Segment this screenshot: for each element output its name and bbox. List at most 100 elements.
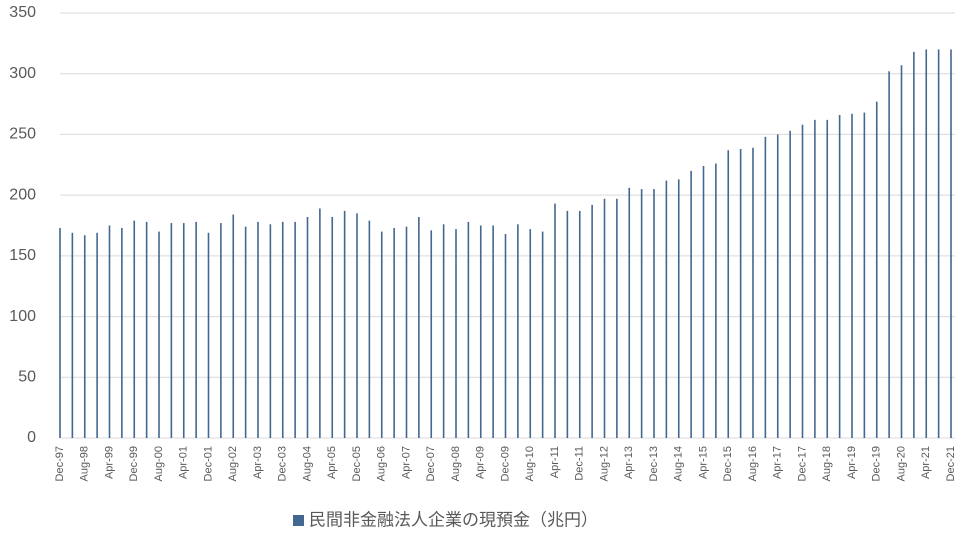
x-tick-label: Apr-21 — [920, 446, 932, 479]
bar — [492, 225, 494, 438]
x-tick-label: Dec-03 — [277, 446, 289, 481]
bar — [616, 198, 618, 438]
legend-swatch — [293, 515, 304, 526]
bar — [442, 224, 445, 438]
bar — [479, 225, 482, 438]
bar — [826, 119, 829, 438]
x-tick-label: Apr-17 — [772, 446, 784, 479]
bar — [900, 65, 903, 438]
x-tick-label: Aug-16 — [747, 446, 759, 481]
bar — [529, 229, 532, 438]
bar — [182, 223, 185, 438]
x-tick-label: Apr-15 — [697, 446, 709, 479]
bar — [405, 226, 408, 438]
bar — [59, 227, 61, 438]
bar — [331, 217, 334, 438]
x-tick-label: Aug-08 — [450, 446, 462, 481]
bar — [418, 217, 420, 438]
bar — [863, 112, 866, 439]
bar — [950, 49, 952, 439]
x-tick-label: Aug-12 — [598, 446, 610, 481]
bar — [207, 232, 210, 438]
bar — [702, 166, 705, 438]
x-tick-label: Apr-99 — [103, 446, 115, 479]
bar — [801, 124, 804, 438]
bar — [566, 210, 569, 438]
bar — [851, 113, 853, 439]
x-tick-label: Aug-06 — [376, 446, 388, 481]
bar — [281, 221, 284, 438]
x-tick-label: Dec-15 — [722, 446, 734, 481]
x-tick-label: Apr-07 — [400, 446, 412, 479]
x-tick-label: Dec-97 — [54, 446, 66, 481]
bar — [937, 49, 940, 439]
bar — [739, 149, 742, 438]
bar — [925, 49, 928, 439]
x-tick-label: Apr-05 — [326, 446, 338, 479]
bar — [158, 231, 160, 438]
x-tick-label: Apr-11 — [549, 446, 561, 478]
bar — [368, 220, 371, 438]
x-tick-label: Apr-01 — [178, 446, 190, 479]
y-tick-label: 100 — [9, 308, 36, 325]
bar — [71, 232, 74, 438]
bar — [653, 189, 655, 438]
bar — [393, 227, 395, 438]
bar — [591, 204, 593, 438]
y-tick-label: 50 — [18, 369, 36, 386]
bar — [578, 210, 581, 438]
bar — [467, 221, 470, 438]
legend-label: 民間非金融法人企業の現預金（兆円） — [309, 510, 598, 529]
y-tick-label: 0 — [27, 429, 36, 446]
x-tick-label: Aug-18 — [821, 446, 833, 481]
x-tick-label: Aug-04 — [301, 446, 313, 481]
bar — [170, 223, 173, 438]
bar — [244, 226, 247, 438]
x-tick-label: Apr-13 — [623, 446, 635, 479]
x-tick-label: Aug-98 — [79, 446, 91, 481]
bar — [343, 210, 346, 438]
x-tick-label: Aug-02 — [227, 446, 239, 481]
x-tick-label: Dec-99 — [128, 446, 140, 481]
bar — [269, 224, 272, 438]
x-tick-label: Aug-20 — [895, 446, 907, 481]
bar — [541, 231, 544, 438]
bar — [776, 134, 779, 438]
x-tick-label: Aug-14 — [673, 446, 685, 481]
bar — [838, 115, 841, 438]
bar — [640, 189, 643, 438]
bar — [789, 130, 791, 439]
x-tick-label: Apr-19 — [846, 446, 858, 479]
bar — [232, 214, 235, 438]
y-tick-label: 250 — [9, 126, 36, 143]
y-tick-label: 200 — [9, 186, 36, 203]
x-tick-label: Dec-19 — [871, 446, 883, 481]
bar — [430, 230, 433, 438]
bar — [504, 234, 507, 438]
x-tick-label: Apr-09 — [475, 446, 487, 479]
bar — [628, 187, 631, 438]
bar — [96, 232, 98, 438]
bar — [913, 51, 915, 438]
bar — [875, 101, 878, 439]
bar — [195, 221, 197, 438]
bar — [133, 220, 136, 438]
bar — [727, 150, 730, 438]
bar — [603, 198, 606, 438]
x-tick-label: Dec-07 — [425, 446, 437, 481]
x-tick-label: Dec-01 — [202, 446, 214, 481]
bar — [108, 225, 111, 438]
bar — [455, 229, 457, 438]
bar — [306, 217, 309, 438]
x-tick-label: Dec-09 — [499, 446, 511, 481]
bar — [764, 136, 767, 438]
x-tick-label: Apr-03 — [252, 446, 264, 479]
bar — [356, 213, 358, 438]
bar — [752, 147, 754, 439]
bar — [145, 221, 148, 438]
bar — [715, 163, 717, 439]
x-tick-label: Aug-00 — [153, 446, 165, 481]
bar — [294, 221, 296, 438]
bar — [517, 224, 519, 438]
